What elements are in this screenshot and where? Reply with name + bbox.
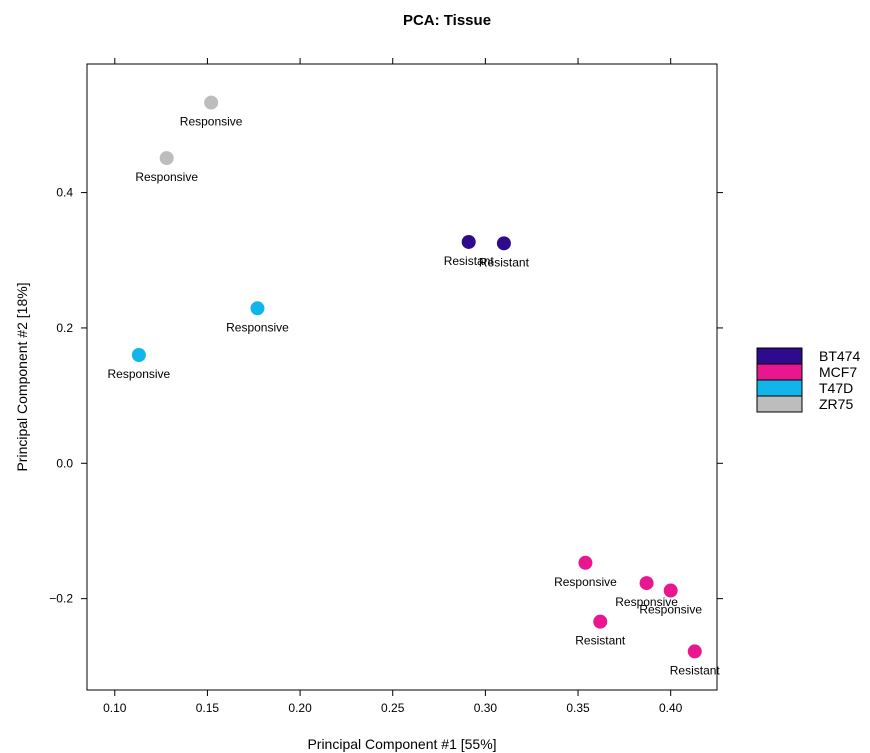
plot-area-frame (86, 63, 718, 691)
legend-label: BT474 (819, 348, 860, 364)
legend-label: ZR75 (819, 396, 853, 412)
x-axis-label: Principal Component #1 [55%] (307, 736, 496, 752)
point-label: Resistant (575, 634, 626, 648)
x-tick-label: 0.35 (566, 701, 590, 715)
legend-swatch (756, 363, 803, 381)
data-point (159, 151, 174, 166)
data-point (461, 234, 476, 249)
point-label: Responsive (180, 115, 243, 129)
data-point (578, 555, 593, 570)
data-point (250, 301, 265, 316)
data-points: ResistantResistantResponsiveResponsiveRe… (108, 95, 721, 677)
data-point (204, 95, 219, 110)
point-label: Responsive (615, 595, 678, 609)
axis-ticks: 0.10 0.15 0.20 0.25 0.30 0.35 0.40 −0.2 0.0 0.2 0.… (49, 58, 723, 715)
legend-label: T47D (819, 380, 853, 396)
legend-swatch (756, 347, 803, 365)
series-t47d: Responsive Responsive (108, 301, 289, 381)
point-label: Responsive (226, 320, 289, 334)
x-tick-label: 0.30 (474, 701, 498, 715)
data-point (593, 614, 608, 629)
series-mcf7: ResponsiveResponsiveResponsiveResistantR… (554, 555, 721, 677)
point-label: Responsive (108, 367, 171, 381)
point-label: Responsive (554, 575, 617, 589)
x-tick-label: 0.20 (288, 701, 312, 715)
chart-title: PCA: Tissue (403, 12, 491, 29)
legend-swatch (756, 395, 803, 413)
data-point (687, 644, 702, 659)
data-point (639, 576, 654, 591)
series-zr75: Responsive Responsive (135, 95, 243, 184)
data-point (131, 348, 146, 363)
x-tick-label: 0.25 (381, 701, 405, 715)
legend-swatch (756, 379, 803, 397)
x-tick-label: 0.10 (103, 701, 127, 715)
y-tick-label: 0.2 (56, 321, 73, 335)
data-point (663, 583, 678, 598)
point-label: Resistant (479, 255, 530, 269)
point-label: Responsive (135, 170, 198, 184)
y-tick-label: −0.2 (49, 592, 73, 606)
x-tick-label: 0.15 (196, 701, 220, 715)
data-point (496, 236, 511, 251)
point-label: Resistant (670, 663, 721, 677)
y-axis-label: Principal Component #2 [18%] (14, 282, 30, 471)
legend-label: MCF7 (819, 364, 857, 380)
y-tick-label: 0.0 (56, 456, 73, 470)
point-label: Responsive (639, 603, 702, 617)
y-tick-label: 0.4 (56, 186, 73, 200)
x-tick-label: 0.40 (659, 701, 683, 715)
point-label: Resistant (444, 254, 495, 268)
